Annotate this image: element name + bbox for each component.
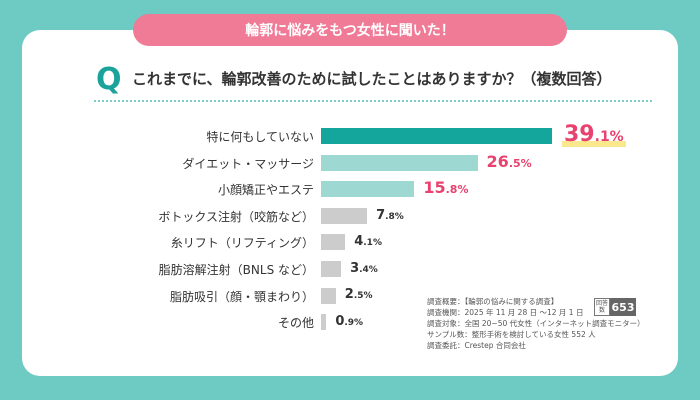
bar bbox=[321, 128, 552, 144]
category-label: 脂肪溶解注射（BNLS など） bbox=[158, 263, 314, 277]
value-label: 3.4% bbox=[350, 260, 378, 276]
question-divider bbox=[94, 100, 652, 102]
category-label: 脂肪吸引（顔・顎まわり） bbox=[169, 289, 314, 304]
value-label: 7.8% bbox=[376, 207, 404, 223]
survey-line: 調査委託：Crestep 合同会社 bbox=[427, 341, 526, 350]
category-label: 糸リフト（リフティング） bbox=[170, 236, 314, 251]
bar bbox=[321, 154, 478, 171]
survey-line: 調査機関：2025 年 11 月 28 日 ～12 月 1 日 bbox=[427, 308, 584, 317]
value-label: 15.8% bbox=[423, 178, 469, 198]
sample-size-value: 653 bbox=[610, 298, 636, 316]
category-label: 小顔矯正やエステ bbox=[217, 183, 314, 198]
survey-line: 調査概要：【輪郭の悩みに関する調査】 bbox=[427, 297, 559, 306]
question-letter: Q bbox=[96, 62, 122, 97]
survey-line: サンプル数：整形手術を検討している女性 552 人 bbox=[427, 330, 596, 339]
category-label: ボトックス注射（咬筋など） bbox=[158, 209, 314, 224]
header-banner: 輪郭に悩みをもつ女性に聞いた！ bbox=[133, 14, 567, 46]
question-text: これまでに、輪郭改善のために試したことはありますか？（複数回答） bbox=[132, 70, 612, 88]
value-label: 26.5% bbox=[486, 151, 532, 171]
bar bbox=[321, 314, 327, 331]
value-highlight bbox=[562, 141, 626, 147]
bar bbox=[321, 181, 415, 198]
survey-note: 調査概要：【輪郭の悩みに関する調査】 調査機関：2025 年 11 月 28 日… bbox=[427, 296, 645, 351]
category-label: ダイエット・マッサージ bbox=[182, 156, 314, 171]
value-label: 39.1% bbox=[564, 121, 624, 147]
value-label: 2.5% bbox=[344, 287, 373, 303]
bar bbox=[321, 207, 368, 224]
survey-line: 調査対象：全国 20~50 代女性（インターネット調査モニター） bbox=[427, 319, 645, 328]
value-label: 4.1% bbox=[354, 234, 382, 250]
sample-size-label: 回答数 bbox=[594, 298, 610, 316]
bar bbox=[321, 287, 336, 304]
card-background bbox=[22, 30, 678, 376]
bar bbox=[321, 234, 346, 251]
bar bbox=[321, 261, 342, 277]
value-label: 0.9% bbox=[335, 314, 364, 330]
category-label: 特に何もしていない bbox=[206, 130, 314, 144]
category-label: その他 bbox=[277, 316, 314, 331]
sample-size-badge: 回答数 653 bbox=[594, 298, 636, 316]
